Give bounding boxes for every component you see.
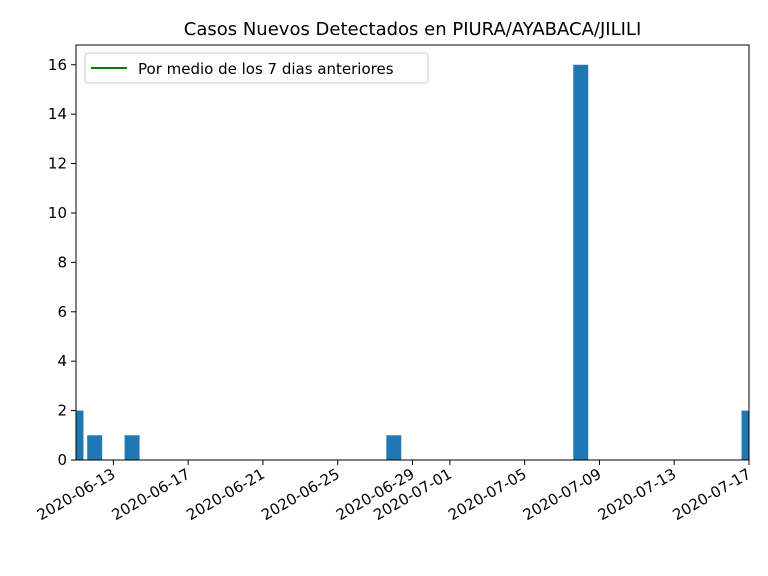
y-tick-label: 2 bbox=[57, 402, 67, 420]
y-tick-label: 0 bbox=[57, 451, 67, 469]
y-tick-label: 14 bbox=[48, 105, 67, 123]
x-axis: 2020-06-132020-06-172020-06-212020-06-25… bbox=[34, 460, 754, 524]
x-tick-label: 2020-06-25 bbox=[258, 465, 343, 524]
bar bbox=[76, 410, 84, 460]
x-tick-label: 2020-07-13 bbox=[595, 465, 680, 524]
y-tick-label: 4 bbox=[57, 352, 67, 370]
bar bbox=[124, 435, 140, 460]
y-tick-label: 6 bbox=[57, 303, 67, 321]
x-tick-label: 2020-07-17 bbox=[669, 465, 754, 524]
y-tick-label: 8 bbox=[57, 253, 67, 271]
y-axis: 0 2 4 6 8 10 12 14 16 bbox=[48, 56, 76, 469]
x-tick-label: 2020-06-17 bbox=[109, 465, 194, 524]
plot-frame bbox=[75, 44, 750, 461]
chart-title: Casos Nuevos Detectados en PIURA/AYABACA… bbox=[184, 19, 642, 40]
bars-group bbox=[76, 64, 749, 460]
x-tick-label: 2020-07-09 bbox=[520, 465, 605, 524]
legend-label: Por medio de los 7 dias anteriores bbox=[138, 60, 394, 78]
y-tick-label: 16 bbox=[48, 56, 67, 74]
bar bbox=[87, 435, 103, 460]
legend: Por medio de los 7 dias anteriores bbox=[84, 52, 429, 84]
bar bbox=[386, 435, 402, 460]
bar bbox=[741, 410, 749, 460]
x-tick-label: 2020-06-21 bbox=[183, 465, 268, 524]
y-tick-label: 10 bbox=[48, 204, 67, 222]
x-tick-label: 2020-07-05 bbox=[445, 465, 530, 524]
y-tick-label: 12 bbox=[48, 155, 67, 173]
bar bbox=[573, 64, 589, 460]
x-tick-label: 2020-06-13 bbox=[34, 465, 119, 524]
legend-box bbox=[84, 52, 429, 84]
